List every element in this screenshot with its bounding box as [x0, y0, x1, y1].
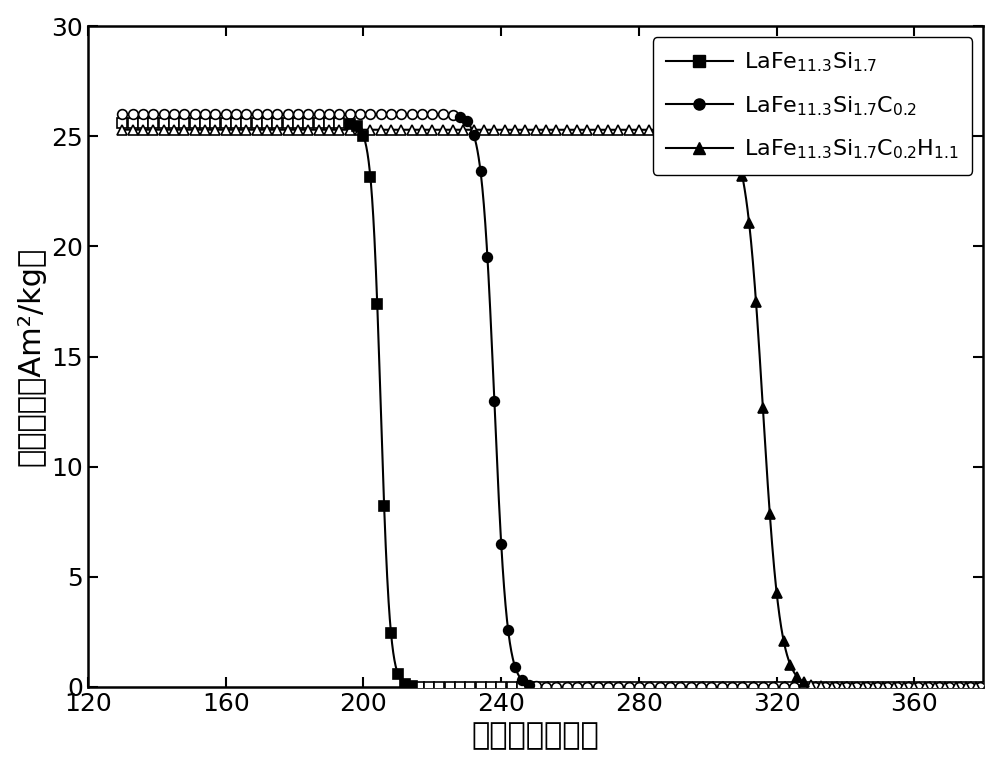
LaFe$_{11.3}$Si$_{1.7}$: [351, 121, 363, 130]
LaFe$_{11.3}$Si$_{1.7}$C$_{0.2}$H$_{1.1}$: [750, 298, 762, 307]
LaFe$_{11.3}$Si$_{1.7}$: [399, 680, 411, 689]
X-axis label: 温度（开尔文）: 温度（开尔文）: [472, 721, 600, 750]
LaFe$_{11.3}$Si$_{1.7}$C$_{0.2}$: [481, 252, 493, 262]
LaFe$_{11.3}$Si$_{1.7}$: [344, 119, 356, 128]
LaFe$_{11.3}$Si$_{1.7}$C$_{0.2}$H$_{1.1}$: [798, 678, 810, 687]
LaFe$_{11.3}$Si$_{1.7}$: [378, 502, 390, 511]
LaFe$_{11.3}$Si$_{1.7}$C$_{0.2}$: [495, 539, 507, 548]
LaFe$_{11.3}$Si$_{1.7}$C$_{0.2}$: [461, 117, 473, 126]
LaFe$_{11.3}$Si$_{1.7}$C$_{0.2}$: [502, 625, 514, 634]
LaFe$_{11.3}$Si$_{1.7}$: [406, 682, 418, 691]
LaFe$_{11.3}$Si$_{1.7}$C$_{0.2}$H$_{1.1}$: [736, 172, 748, 181]
LaFe$_{11.3}$Si$_{1.7}$C$_{0.2}$: [509, 662, 521, 671]
LaFe$_{11.3}$Si$_{1.7}$C$_{0.2}$H$_{1.1}$: [791, 673, 803, 682]
Line: LaFe$_{11.3}$Si$_{1.7}$C$_{0.2}$H$_{1.1}$: LaFe$_{11.3}$Si$_{1.7}$C$_{0.2}$H$_{1.1}…: [724, 135, 809, 687]
Y-axis label: 磁化强度（Am²/kg）: 磁化强度（Am²/kg）: [17, 247, 46, 466]
Legend: LaFe$_{11.3}$Si$_{1.7}$, LaFe$_{11.3}$Si$_{1.7}$C$_{0.2}$, LaFe$_{11.3}$Si$_{1.7: LaFe$_{11.3}$Si$_{1.7}$, LaFe$_{11.3}$Si…: [653, 38, 972, 175]
LaFe$_{11.3}$Si$_{1.7}$C$_{0.2}$H$_{1.1}$: [784, 660, 796, 670]
LaFe$_{11.3}$Si$_{1.7}$C$_{0.2}$: [468, 130, 480, 140]
LaFe$_{11.3}$Si$_{1.7}$: [357, 131, 369, 140]
LaFe$_{11.3}$Si$_{1.7}$C$_{0.2}$H$_{1.1}$: [778, 636, 790, 645]
LaFe$_{11.3}$Si$_{1.7}$C$_{0.2}$H$_{1.1}$: [771, 589, 783, 598]
LaFe$_{11.3}$Si$_{1.7}$C$_{0.2}$: [488, 396, 500, 405]
LaFe$_{11.3}$Si$_{1.7}$C$_{0.2}$H$_{1.1}$: [743, 219, 755, 228]
LaFe$_{11.3}$Si$_{1.7}$C$_{0.2}$: [516, 676, 528, 685]
LaFe$_{11.3}$Si$_{1.7}$: [385, 628, 397, 637]
LaFe$_{11.3}$Si$_{1.7}$C$_{0.2}$: [454, 112, 466, 121]
LaFe$_{11.3}$Si$_{1.7}$C$_{0.2}$H$_{1.1}$: [764, 509, 776, 518]
LaFe$_{11.3}$Si$_{1.7}$: [364, 173, 376, 182]
LaFe$_{11.3}$Si$_{1.7}$C$_{0.2}$: [523, 680, 535, 690]
Line: LaFe$_{11.3}$Si$_{1.7}$: LaFe$_{11.3}$Si$_{1.7}$: [345, 119, 417, 691]
LaFe$_{11.3}$Si$_{1.7}$C$_{0.2}$: [475, 166, 487, 176]
Line: LaFe$_{11.3}$Si$_{1.7}$C$_{0.2}$: LaFe$_{11.3}$Si$_{1.7}$C$_{0.2}$: [455, 112, 534, 690]
LaFe$_{11.3}$Si$_{1.7}$C$_{0.2}$H$_{1.1}$: [722, 135, 734, 144]
LaFe$_{11.3}$Si$_{1.7}$: [392, 670, 404, 679]
LaFe$_{11.3}$Si$_{1.7}$C$_{0.2}$H$_{1.1}$: [729, 147, 741, 156]
LaFe$_{11.3}$Si$_{1.7}$: [371, 299, 383, 308]
LaFe$_{11.3}$Si$_{1.7}$C$_{0.2}$H$_{1.1}$: [757, 403, 769, 413]
